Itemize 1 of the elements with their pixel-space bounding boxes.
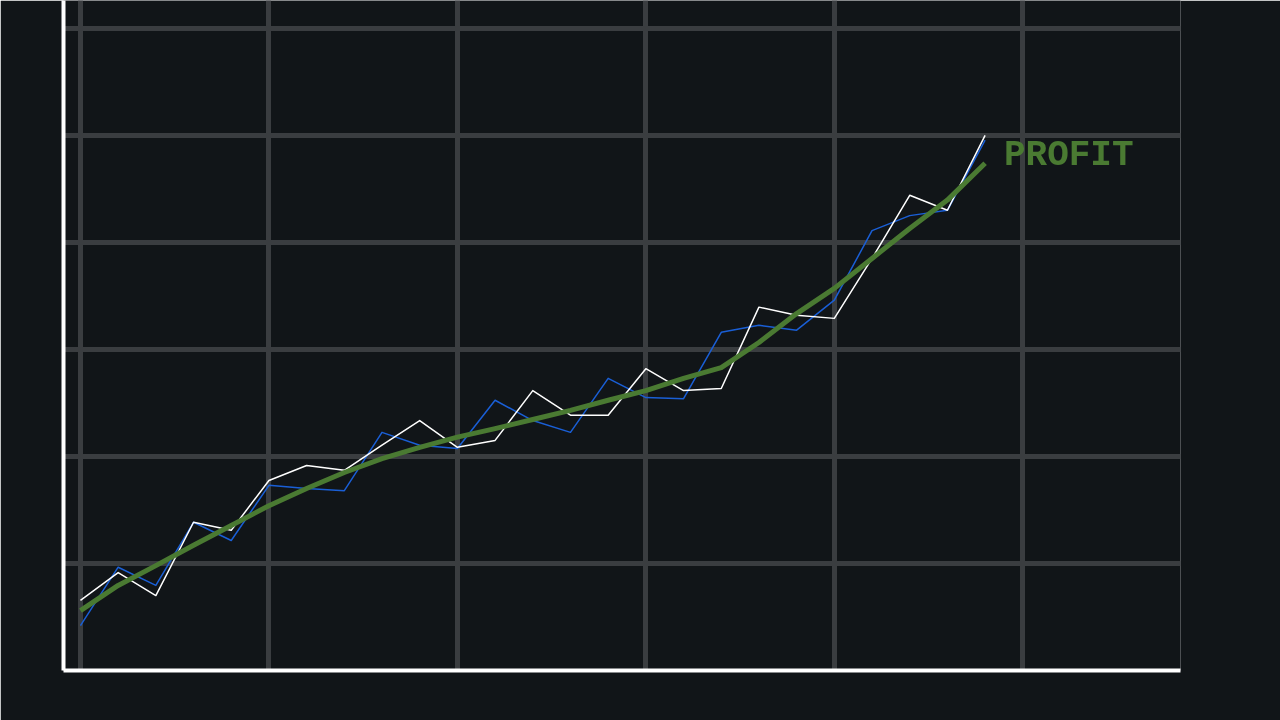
series-label: PROFIT [1003, 134, 1134, 176]
